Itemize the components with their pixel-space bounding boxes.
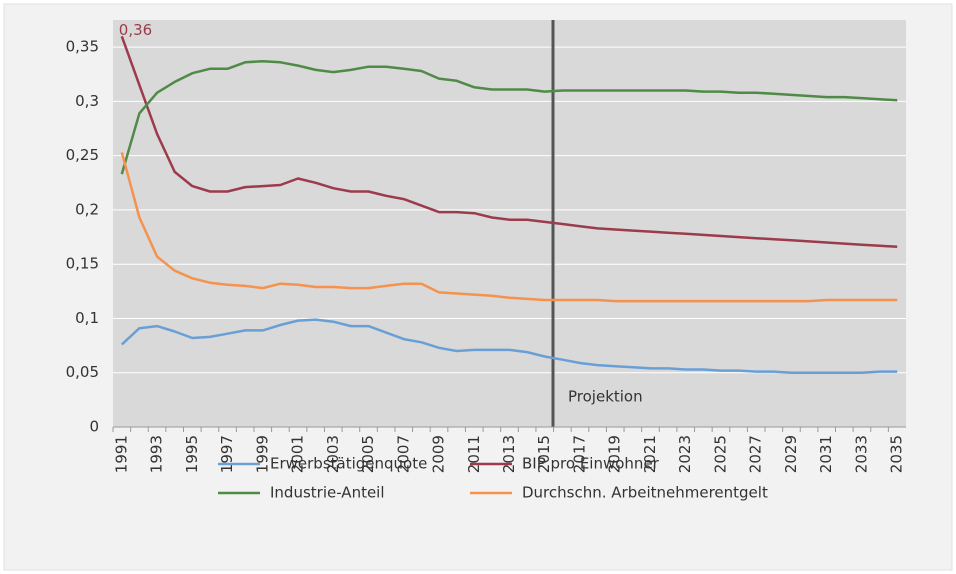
- x-tick-label: 2007: [394, 435, 412, 473]
- x-tick-label: 2031: [817, 435, 835, 473]
- x-tick-label: 2029: [782, 435, 800, 473]
- x-tick-label: 2003: [324, 435, 342, 473]
- x-tick-label: 2001: [289, 435, 307, 473]
- x-tick-label: 2023: [676, 435, 694, 473]
- plot-area: [113, 20, 906, 427]
- x-tick-label: 2015: [535, 435, 553, 473]
- projection-label: Projektion: [568, 388, 643, 406]
- y-tick-label: 0,15: [66, 255, 99, 273]
- x-tick-label: 2019: [606, 435, 624, 473]
- y-tick-label: 0,3: [75, 92, 99, 110]
- series-line: [120, 318, 898, 374]
- legend-label: Durchschn. Arbeitnehmerentgelt: [522, 484, 768, 502]
- series-line: [120, 152, 898, 303]
- x-tick-label: 2013: [500, 435, 518, 473]
- value-label: 0,36: [119, 21, 152, 39]
- y-tick-label: 0: [89, 418, 99, 436]
- legend-label: Erwerbstätigenquote: [270, 455, 427, 473]
- x-tick-label: 2005: [359, 435, 377, 473]
- x-tick-label: 1997: [218, 435, 236, 473]
- legend-label: BIP pro Einwohner: [522, 455, 660, 473]
- x-tick-label: 2009: [430, 435, 448, 473]
- y-tick-label: 0,25: [66, 146, 99, 164]
- x-tick-label: 1999: [253, 435, 271, 473]
- y-tick-label: 0,05: [66, 363, 99, 381]
- y-tick-label: 0,2: [75, 200, 99, 218]
- x-tick-label: 1991: [112, 435, 130, 473]
- x-tick-label: 2025: [711, 435, 729, 473]
- x-tick-label: 2017: [570, 435, 588, 473]
- x-tick-label: 2021: [641, 435, 659, 473]
- legend-label: Industrie-Anteil: [270, 484, 385, 502]
- x-tick-label: 2035: [888, 435, 906, 473]
- series-line: [120, 35, 898, 249]
- x-tick-label: 1993: [148, 435, 166, 473]
- x-tick-label: 2011: [465, 435, 483, 473]
- y-tick-label: 0,35: [66, 38, 99, 56]
- x-tick-label: 2027: [747, 435, 765, 473]
- series-line: [120, 59, 898, 175]
- x-tick-label: 1995: [183, 435, 201, 473]
- x-tick-label: 2033: [852, 435, 870, 473]
- y-tick-label: 0,1: [75, 309, 99, 327]
